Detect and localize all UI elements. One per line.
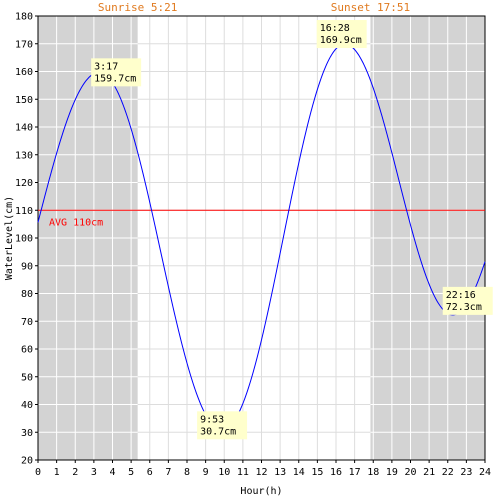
extreme-time: 9:53 bbox=[200, 414, 224, 425]
x-tick-label: 19 bbox=[386, 467, 398, 478]
sunrise-label: Sunrise 5:21 bbox=[98, 1, 177, 14]
y-tick-label: 30 bbox=[21, 428, 33, 439]
x-tick-label: 10 bbox=[218, 467, 230, 478]
x-tick-label: 1 bbox=[54, 467, 60, 478]
y-tick-label: 60 bbox=[21, 345, 33, 356]
y-tick-label: 90 bbox=[21, 261, 33, 272]
x-tick-label: 18 bbox=[367, 467, 379, 478]
x-tick-label: 20 bbox=[404, 467, 416, 478]
extreme-time: 3:17 bbox=[94, 61, 118, 72]
extreme-level: 72.3cm bbox=[446, 302, 482, 313]
x-tick-label: 0 bbox=[35, 467, 41, 478]
x-tick-label: 12 bbox=[255, 467, 267, 478]
y-tick-label: 110 bbox=[15, 206, 33, 217]
x-tick-label: 11 bbox=[237, 467, 249, 478]
y-tick-label: 180 bbox=[15, 12, 33, 23]
x-tick-label: 2 bbox=[72, 467, 78, 478]
extreme-label-background bbox=[442, 286, 493, 315]
x-axis-ticks: 0 1 2 3 4 5 6 7 8 9 10 11 12 13 14 15 16 17 18 19 20 21 22 23 24 bbox=[35, 460, 491, 478]
extreme-level: 169.9cm bbox=[320, 35, 362, 46]
extreme-level: 30.7cm bbox=[200, 426, 236, 437]
y-tick-label: 50 bbox=[21, 372, 33, 383]
extreme-label-background bbox=[316, 20, 367, 49]
x-tick-label: 3 bbox=[91, 467, 97, 478]
x-tick-label: 21 bbox=[423, 467, 435, 478]
x-tick-label: 14 bbox=[293, 467, 305, 478]
x-tick-label: 8 bbox=[184, 467, 190, 478]
x-tick-label: 9 bbox=[203, 467, 209, 478]
x-tick-label: 23 bbox=[460, 467, 472, 478]
y-axis-title: WaterLevel(cm) bbox=[4, 196, 15, 280]
x-tick-label: 6 bbox=[147, 467, 153, 478]
y-tick-label: 100 bbox=[15, 234, 33, 245]
extreme-level: 159.7cm bbox=[94, 73, 136, 84]
x-tick-label: 5 bbox=[128, 467, 134, 478]
x-tick-label: 13 bbox=[274, 467, 286, 478]
y-tick-label: 170 bbox=[15, 39, 33, 50]
average-label: AVG 110cm bbox=[49, 217, 103, 228]
extreme-label-background bbox=[91, 58, 142, 87]
sunset-label: Sunset 17:51 bbox=[331, 1, 410, 14]
y-tick-label: 70 bbox=[21, 317, 33, 328]
y-tick-label: 150 bbox=[15, 95, 33, 106]
y-tick-label: 40 bbox=[21, 400, 33, 411]
x-tick-label: 17 bbox=[349, 467, 361, 478]
y-tick-label: 140 bbox=[15, 123, 33, 134]
y-tick-label: 80 bbox=[21, 289, 33, 300]
x-tick-label: 16 bbox=[330, 467, 342, 478]
y-tick-label: 160 bbox=[15, 67, 33, 78]
x-tick-label: 15 bbox=[311, 467, 323, 478]
extreme-time: 16:28 bbox=[320, 23, 350, 34]
x-tick-label: 22 bbox=[442, 467, 454, 478]
y-tick-label: 130 bbox=[15, 150, 33, 161]
y-axis-ticks: 20 30 40 50 60 70 80 90 100 110 120 130 140 150 160 170… bbox=[15, 12, 38, 467]
extreme-label-background bbox=[197, 411, 248, 440]
y-tick-label: 20 bbox=[21, 456, 33, 467]
x-tick-label: 7 bbox=[165, 467, 171, 478]
x-tick-label: 24 bbox=[479, 467, 491, 478]
x-tick-label: 4 bbox=[109, 467, 115, 478]
x-axis-title: Hour(h) bbox=[240, 486, 282, 497]
extreme-time: 22:16 bbox=[446, 290, 476, 301]
y-tick-label: 120 bbox=[15, 178, 33, 189]
